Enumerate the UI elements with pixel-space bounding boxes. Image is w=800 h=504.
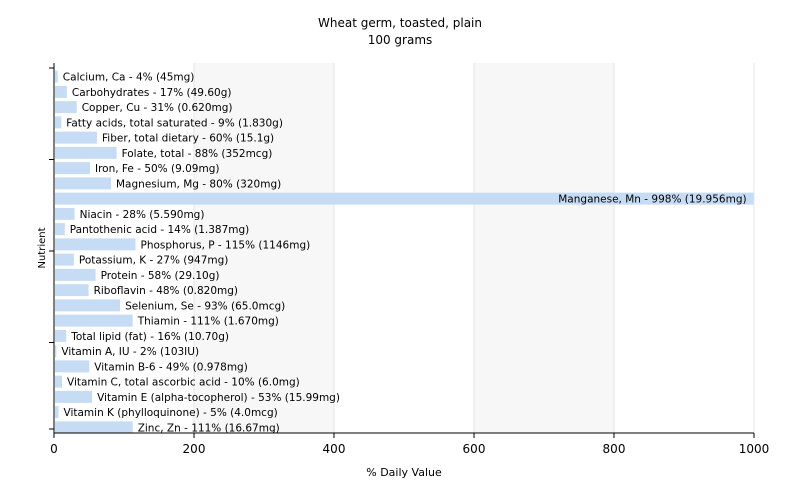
bar	[55, 238, 136, 251]
bar-label: Selenium, Se - 93% (65.0mcg)	[125, 300, 285, 312]
bar-label: Vitamin C, total ascorbic acid - 10% (6.…	[67, 377, 300, 389]
x-tick-label: 1000	[739, 442, 770, 456]
bar-label: Zinc, Zn - 111% (16.67mg)	[138, 422, 280, 434]
bar-label: Iron, Fe - 50% (9.09mg)	[95, 163, 219, 175]
bar	[55, 131, 97, 144]
bar	[55, 146, 117, 159]
x-tick-label: 0	[50, 442, 58, 456]
bar-label: Copper, Cu - 31% (0.620mg)	[82, 102, 233, 114]
bar	[55, 360, 90, 373]
chart-subtitle: 100 grams	[368, 33, 433, 47]
x-axis-label: % Daily Value	[366, 466, 442, 479]
x-tick-label: 600	[463, 442, 486, 456]
x-tick-label: 400	[323, 442, 346, 456]
bar-label: Fiber, total dietary - 60% (15.1g)	[102, 133, 274, 145]
bar	[55, 162, 90, 175]
bar-label: Calcium, Ca - 4% (45mg)	[63, 72, 195, 84]
x-tick-label: 800	[603, 442, 626, 456]
bar	[55, 345, 57, 358]
bar	[55, 299, 121, 312]
bar	[55, 284, 89, 297]
bar	[55, 421, 133, 434]
bar-label: Protein - 58% (29.10g)	[101, 270, 220, 282]
bar-label: Folate, total - 88% (352mcg)	[122, 148, 273, 160]
chart-title: Wheat germ, toasted, plain	[318, 16, 482, 30]
bar-label: Riboflavin - 48% (0.820mg)	[94, 285, 238, 297]
x-tick-label: 200	[183, 442, 206, 456]
bar	[55, 375, 62, 388]
bar-label: Vitamin A, IU - 2% (103IU)	[61, 346, 199, 358]
bar	[55, 177, 111, 190]
plot-band	[194, 63, 334, 433]
bar	[55, 406, 59, 419]
bar	[55, 192, 754, 205]
bar-label: Total lipid (fat) - 16% (10.70g)	[70, 331, 229, 343]
bar	[55, 268, 96, 281]
bar	[55, 207, 75, 220]
bar	[55, 253, 74, 266]
bar	[55, 223, 65, 236]
y-axis-label: Nutrient	[37, 227, 48, 268]
bar	[55, 116, 62, 129]
bar-label: Vitamin E (alpha-tocopherol) - 53% (15.9…	[97, 392, 340, 404]
plot-band	[474, 63, 614, 433]
bar-label: Carbohydrates - 17% (49.60g)	[72, 87, 232, 99]
bar-label: Niacin - 28% (5.590mg)	[80, 209, 205, 221]
bar	[55, 85, 67, 98]
bar-label: Potassium, K - 27% (947mg)	[79, 255, 229, 267]
bar	[55, 329, 67, 342]
bar	[55, 314, 133, 327]
bar-label: Magnesium, Mg - 80% (320mg)	[116, 178, 281, 190]
bar-label: Phosphorus, P - 115% (1146mg)	[141, 239, 311, 251]
bar-label: Thiamin - 111% (1.670mg)	[137, 316, 279, 328]
bar-label: Fatty acids, total saturated - 9% (1.830…	[66, 117, 283, 129]
bar-label: Vitamin K (phylloquinone) - 5% (4.0mcg)	[64, 407, 278, 419]
bar-label: Vitamin B-6 - 49% (0.978mg)	[94, 361, 248, 373]
bar-label: Manganese, Mn - 998% (19.956mg)	[558, 194, 746, 206]
bar	[55, 70, 58, 83]
bar-label: Pantothenic acid - 14% (1.387mg)	[70, 224, 249, 236]
bar	[55, 390, 93, 403]
bar	[55, 101, 77, 114]
